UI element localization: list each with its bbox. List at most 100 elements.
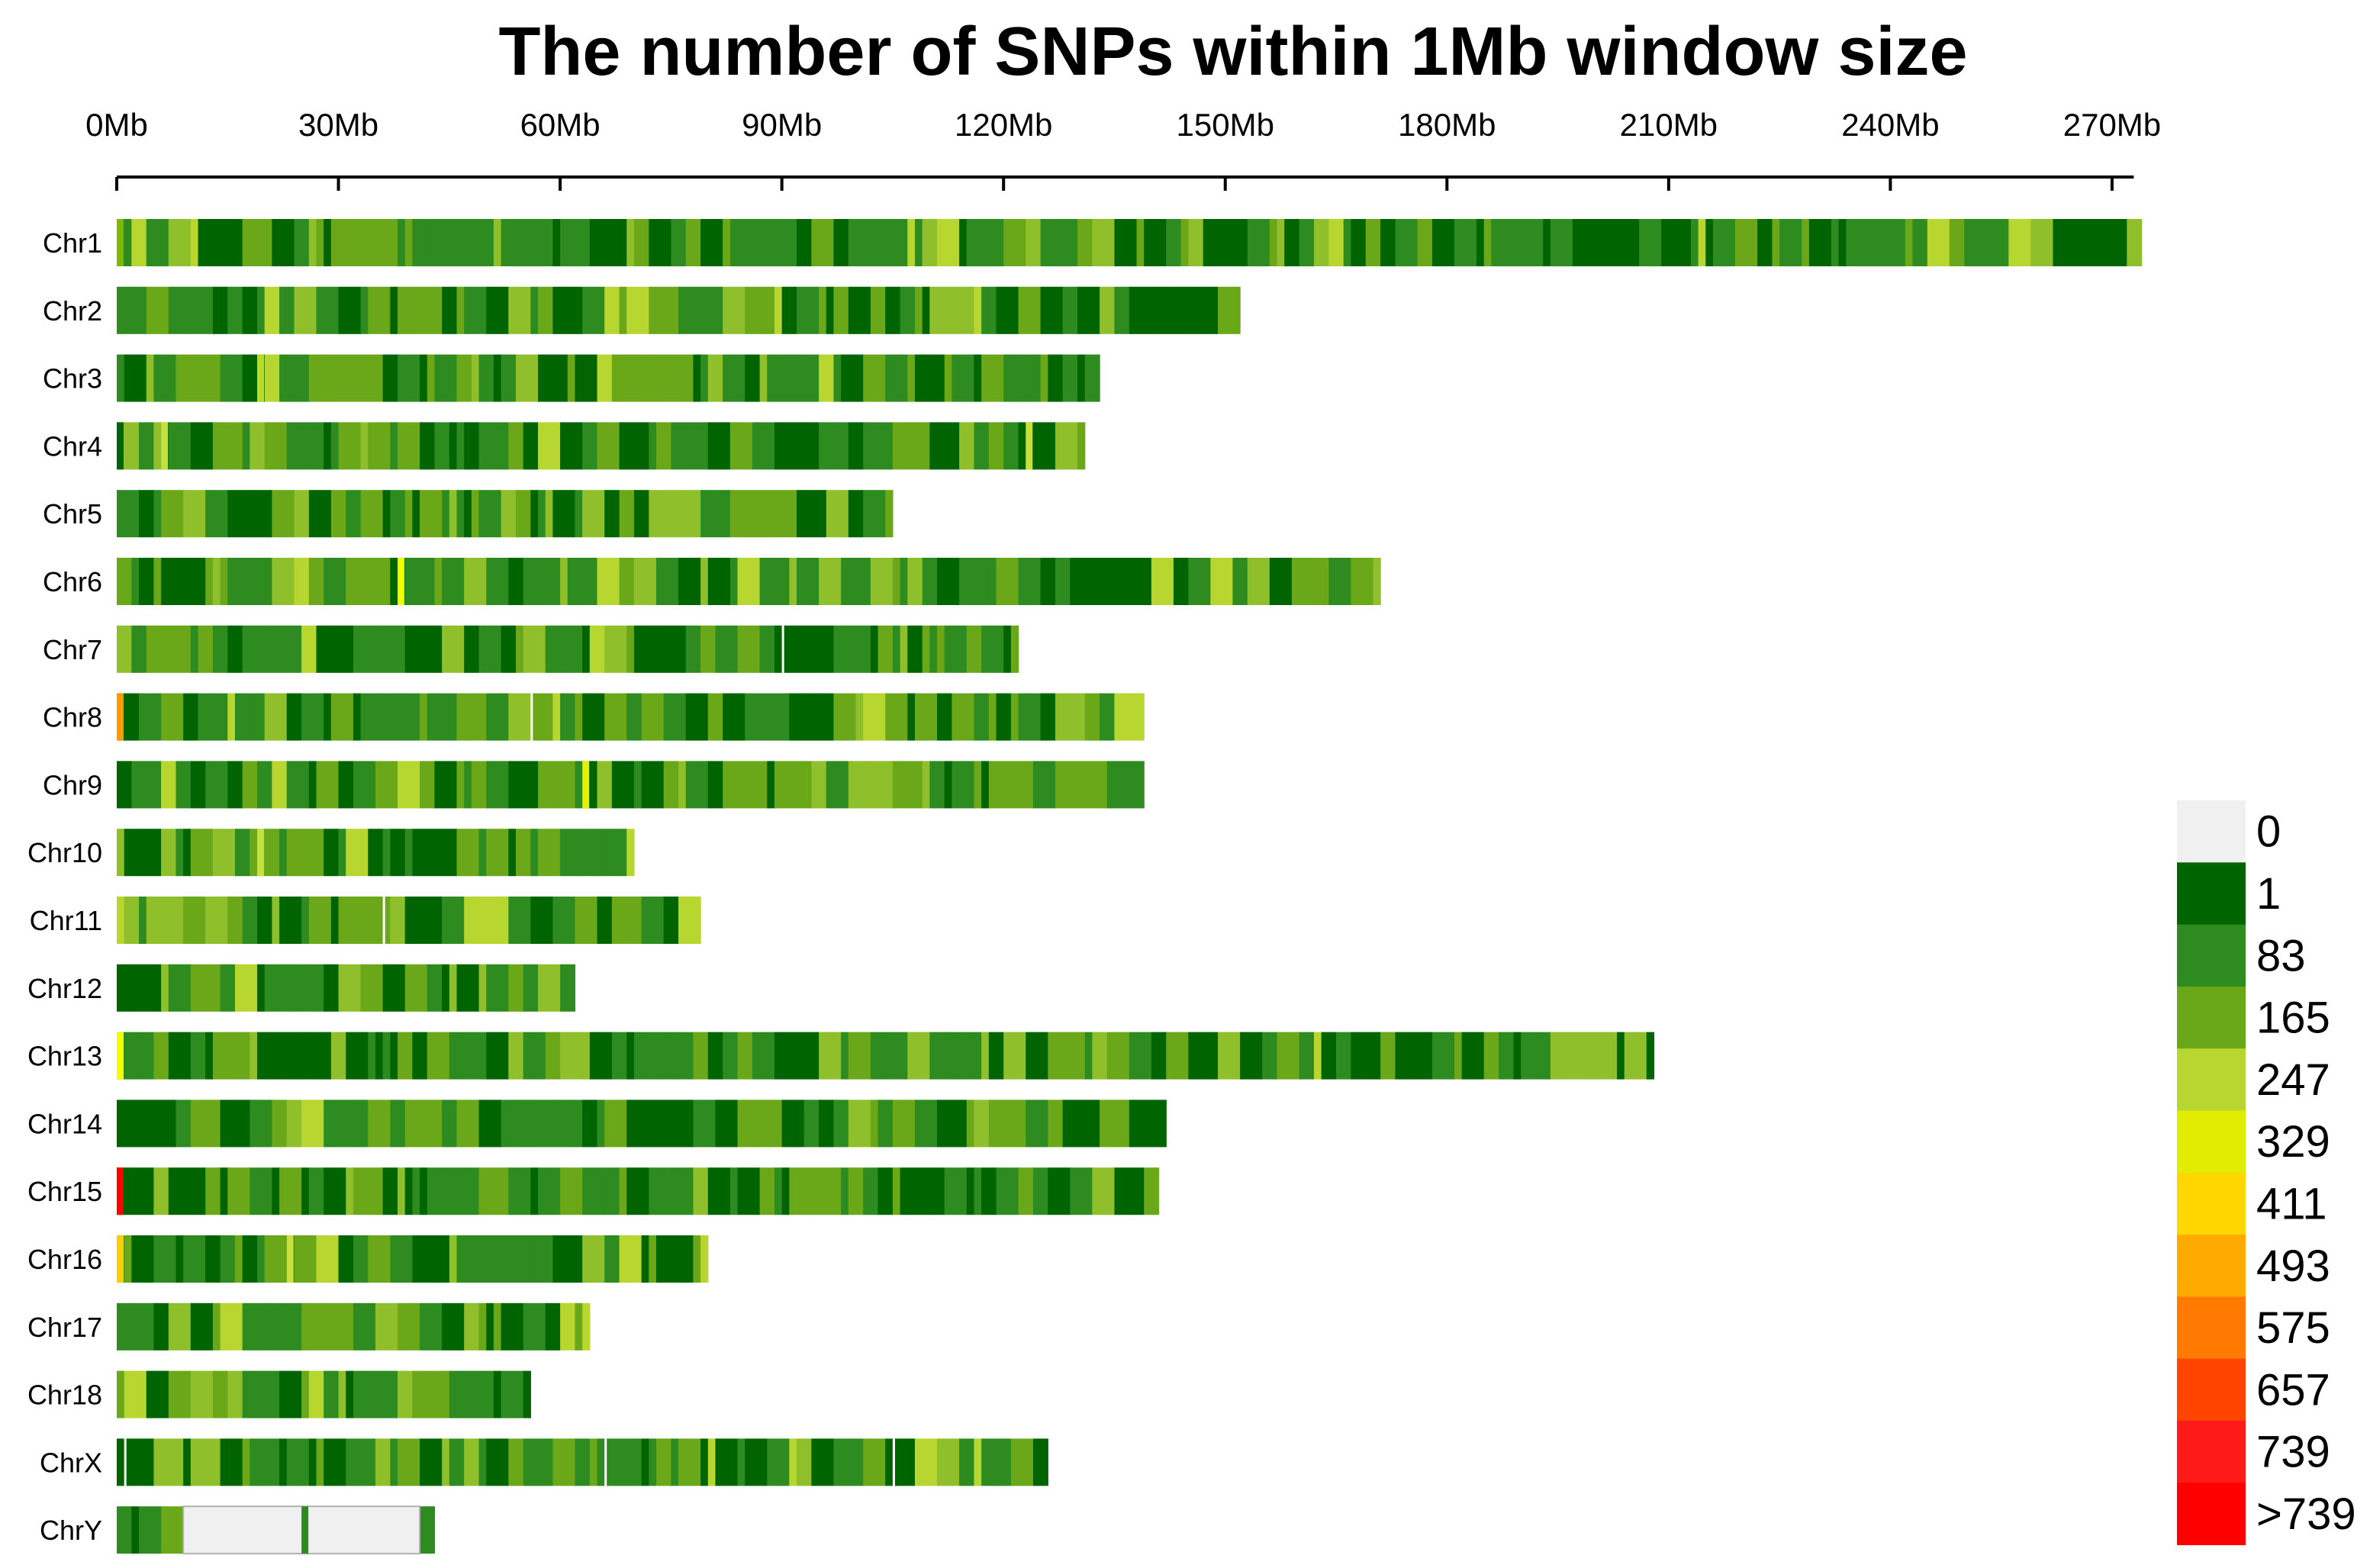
snp-window — [161, 1506, 184, 1554]
snp-window — [1026, 354, 1042, 402]
snp-window — [250, 1100, 272, 1148]
snp-window — [552, 761, 561, 809]
legend-swatch — [2177, 1110, 2246, 1174]
chromosome-bar — [117, 1505, 436, 1555]
snp-window — [1070, 1167, 1093, 1215]
snp-window — [308, 490, 332, 538]
snp-window — [1106, 1100, 1130, 1148]
snp-window — [420, 693, 428, 741]
snp-window — [715, 1438, 739, 1486]
snp-window — [737, 490, 761, 538]
snp-window — [205, 219, 228, 266]
snp-window — [198, 219, 206, 266]
chromosome-chr14: Chr14 — [27, 1100, 1167, 1148]
snp-window — [841, 354, 864, 402]
snp-window — [759, 558, 775, 605]
legend-swatch — [2177, 1483, 2246, 1546]
legend-swatch — [2177, 1296, 2246, 1360]
snp-window — [368, 829, 384, 877]
snp-window — [656, 1032, 679, 1080]
chromosome-chr4: Chr4 — [43, 422, 1086, 470]
snp-window — [183, 490, 206, 538]
snp-window — [944, 1167, 968, 1215]
snp-window — [250, 286, 258, 334]
snp-window — [671, 1100, 679, 1148]
snp-window — [693, 422, 709, 470]
snp-window — [582, 1032, 591, 1080]
snp-window — [442, 1302, 465, 1351]
snp-window — [124, 1235, 132, 1283]
snp-window — [1735, 219, 1758, 266]
snp-window — [1269, 219, 1278, 266]
snp-window — [190, 1100, 199, 1148]
snp-window — [974, 761, 982, 809]
snp-window — [360, 422, 369, 470]
snp-window — [1077, 422, 1086, 470]
snp-window — [272, 897, 280, 944]
snp-window — [1003, 354, 1019, 402]
snp-window — [308, 422, 324, 470]
snp-window — [589, 219, 605, 266]
snp-window — [330, 219, 354, 266]
snp-window — [767, 354, 790, 402]
snp-window — [316, 761, 340, 809]
snp-window — [464, 625, 480, 673]
snp-window — [146, 1370, 169, 1418]
snp-window — [324, 1370, 340, 1418]
chromosome-chr15: Chr15 — [27, 1167, 1160, 1215]
snp-window — [981, 219, 1004, 266]
x-tick-label: 30Mb — [298, 107, 378, 143]
snp-window — [1203, 286, 1219, 334]
snp-window — [996, 558, 1019, 605]
snp-window — [205, 761, 228, 809]
snp-window — [966, 1100, 975, 1148]
snp-window — [294, 1438, 310, 1486]
snp-window — [279, 1438, 288, 1486]
snp-window — [139, 761, 162, 809]
snp-window — [797, 558, 812, 605]
snp-window — [1269, 1032, 1278, 1080]
snp-window — [1100, 1100, 1108, 1148]
snp-window — [190, 286, 214, 334]
snp-window — [1395, 219, 1418, 266]
snp-window — [279, 1370, 302, 1418]
snp-window — [1218, 1032, 1241, 1080]
snp-window — [279, 286, 295, 334]
snp-window — [486, 897, 509, 944]
snp-window — [316, 625, 332, 673]
snp-window — [412, 829, 436, 877]
snp-window — [427, 964, 443, 1012]
snp-window — [803, 354, 820, 402]
snp-window — [161, 1100, 177, 1148]
snp-window — [286, 1438, 295, 1486]
snp-window — [937, 558, 960, 605]
snp-window — [508, 422, 524, 470]
snp-window — [478, 1100, 502, 1148]
snp-window — [597, 354, 613, 402]
chromosome-label: Chr10 — [27, 837, 102, 868]
snp-window — [250, 1438, 266, 1486]
snp-window — [1084, 286, 1100, 334]
snp-window — [301, 1370, 310, 1418]
snp-window — [996, 761, 1012, 809]
snp-window — [1269, 558, 1293, 605]
snp-window — [1129, 558, 1145, 605]
snp-window — [390, 829, 406, 877]
snp-window — [1454, 1032, 1463, 1080]
snp-window — [870, 1032, 879, 1080]
snp-window — [250, 490, 272, 538]
chromosome-bar — [117, 1100, 1167, 1148]
snp-window — [153, 1438, 169, 1486]
snp-window — [375, 1167, 384, 1215]
snp-window — [914, 286, 923, 334]
snp-window — [257, 1032, 280, 1080]
snp-window — [308, 558, 324, 605]
snp-window — [833, 422, 849, 470]
snp-window — [1550, 1032, 1573, 1080]
chromosome-bar — [117, 1302, 591, 1351]
snp-window — [582, 490, 605, 538]
snp-window — [501, 1100, 517, 1148]
snp-window — [944, 625, 968, 673]
snp-window — [729, 558, 739, 605]
snp-window — [190, 897, 206, 944]
